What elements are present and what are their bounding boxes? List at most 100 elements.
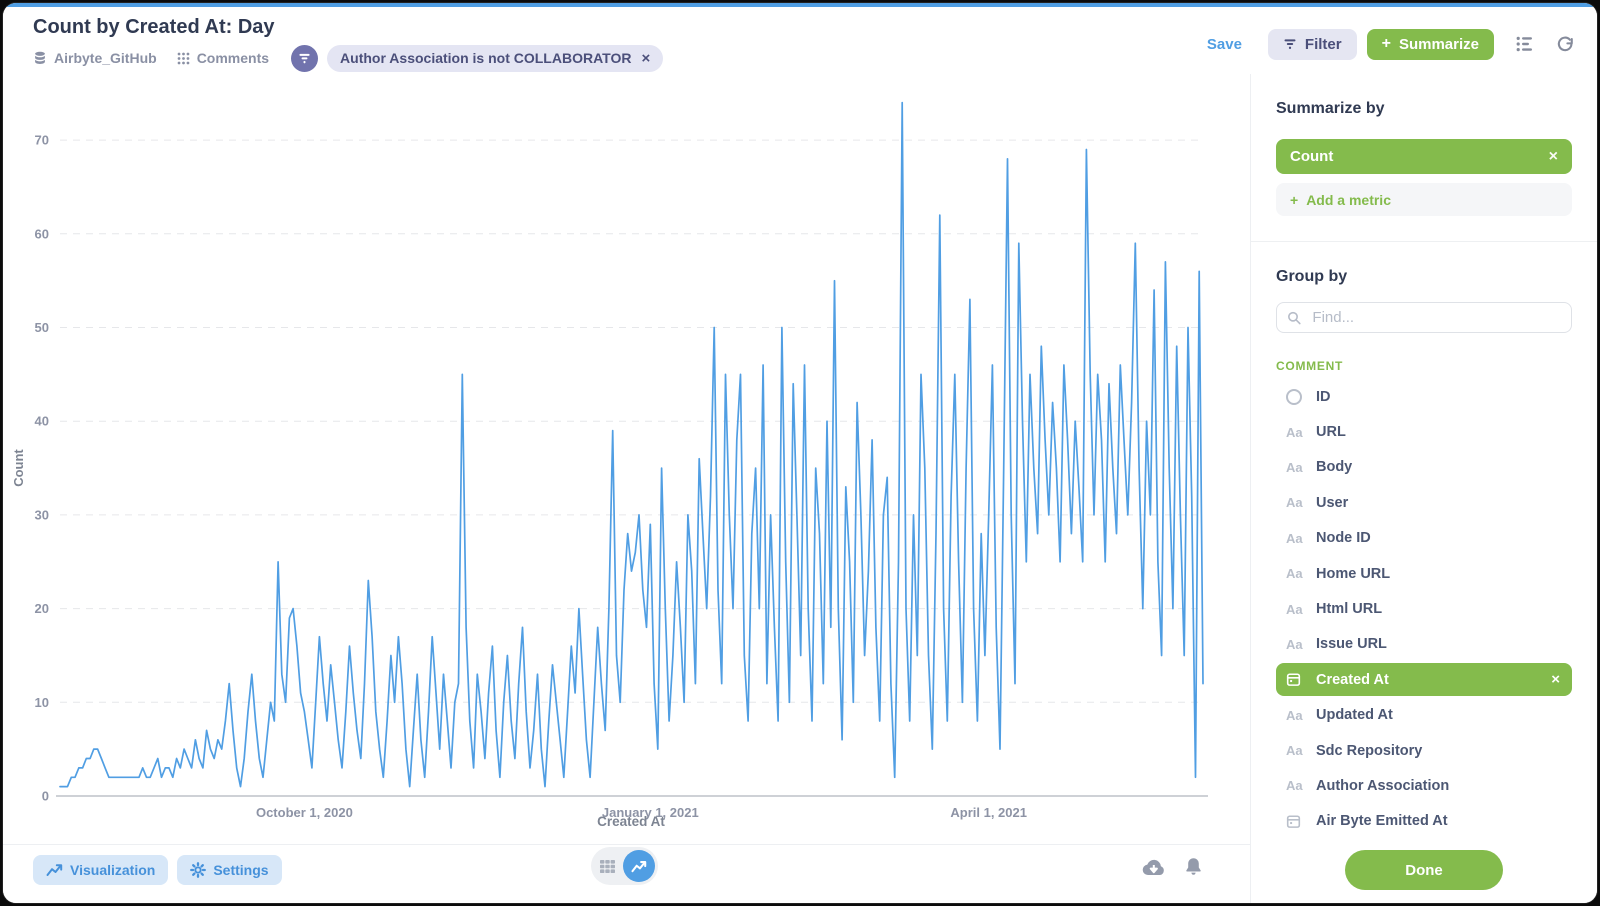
- top-accent-bar: [3, 3, 1597, 7]
- table-grid-icon: [177, 52, 190, 64]
- field-item-home-url[interactable]: Aa Home URL: [1276, 556, 1572, 591]
- calendar-icon: [1286, 672, 1308, 687]
- filter-chip-label: Author Association is not COLLABORATOR: [340, 50, 632, 66]
- field-label: Air Byte Emitted At: [1316, 813, 1448, 830]
- svg-text:October 1, 2020: October 1, 2020: [256, 805, 353, 820]
- field-label: ID: [1316, 388, 1331, 405]
- field-label: Node ID: [1316, 530, 1371, 547]
- funnel-icon: [1284, 39, 1296, 49]
- download-icon[interactable]: [1141, 858, 1166, 876]
- table-name: Comments: [196, 50, 270, 66]
- field-item-updated-at[interactable]: Aa Updated At: [1276, 698, 1572, 733]
- field-item-url[interactable]: Aa URL: [1276, 414, 1572, 449]
- text-field-icon: Aa: [1286, 707, 1303, 723]
- field-item-id[interactable]: ID: [1276, 379, 1572, 414]
- field-search-box[interactable]: [1276, 302, 1572, 333]
- app-window: Count by Created At: Day Airbyte_GitHub …: [3, 3, 1597, 903]
- metric-pill-count[interactable]: Count ×: [1276, 139, 1572, 174]
- svg-text:40: 40: [35, 414, 49, 429]
- settings-button-label: Settings: [213, 862, 269, 878]
- summarize-button[interactable]: + Summarize: [1366, 28, 1494, 60]
- field-item-html-url[interactable]: Aa Html URL: [1276, 591, 1572, 626]
- sidebar-divider: [1251, 241, 1597, 242]
- remove-group-by-icon[interactable]: ×: [1551, 671, 1560, 689]
- field-label: Issue URL: [1316, 636, 1387, 653]
- breadcrumb: Airbyte_GitHub Comments Author Associati…: [33, 44, 664, 72]
- remove-filter-icon[interactable]: ×: [641, 49, 651, 67]
- field-label: Created At: [1316, 671, 1389, 688]
- footer-buttons: Visualization Settings: [33, 855, 282, 885]
- field-item-created-at[interactable]: Created At ×: [1276, 663, 1572, 697]
- bell-icon[interactable]: [1185, 857, 1202, 876]
- save-button[interactable]: Save: [1206, 35, 1242, 53]
- field-label: User: [1316, 494, 1349, 511]
- text-field-icon: Aa: [1286, 495, 1303, 511]
- summarize-button-label: Summarize: [1398, 35, 1479, 53]
- filter-chip[interactable]: Author Association is not COLLABORATOR ×: [327, 44, 664, 72]
- svg-text:60: 60: [35, 226, 49, 241]
- id-field-icon: [1286, 388, 1308, 405]
- calendar-icon: [1286, 814, 1308, 829]
- visualization-button[interactable]: Visualization: [33, 855, 169, 885]
- text-field-icon: Aa: [1286, 566, 1303, 582]
- field-label: Home URL: [1316, 565, 1391, 582]
- database-icon: [35, 51, 45, 64]
- svg-text:January 1, 2021: January 1, 2021: [602, 805, 699, 820]
- table-view-icon[interactable]: [599, 859, 616, 874]
- text-field-icon: Aa: [1286, 743, 1303, 759]
- svg-text:20: 20: [35, 601, 49, 616]
- plus-icon: +: [1381, 35, 1391, 52]
- text-field-icon: Aa: [1286, 459, 1303, 475]
- remove-metric-icon[interactable]: ×: [1548, 147, 1558, 165]
- summarize-by-heading: Summarize by: [1276, 100, 1385, 117]
- visualization-button-label: Visualization: [70, 862, 156, 878]
- group-by-field-list: ID Aa URL Aa Body Aa User Aa Node ID Aa Home URL Aa…: [1276, 379, 1572, 839]
- svg-text:50: 50: [35, 320, 49, 335]
- table-chart-toggle[interactable]: [591, 847, 658, 885]
- svg-text:0: 0: [42, 789, 49, 804]
- field-item-author-association[interactable]: Aa Author Association: [1276, 768, 1572, 803]
- svg-text:30: 30: [35, 507, 49, 522]
- done-button[interactable]: Done: [1345, 850, 1503, 890]
- field-item-air-byte-emitted-at[interactable]: Air Byte Emitted At: [1276, 804, 1572, 839]
- svg-text:70: 70: [35, 133, 49, 148]
- add-metric-button[interactable]: + Add a metric: [1276, 183, 1572, 216]
- footer-right-icons: [1141, 857, 1202, 876]
- filter-button[interactable]: Filter: [1267, 28, 1357, 60]
- field-label: Updated At: [1316, 707, 1393, 724]
- database-name: Airbyte_GitHub: [54, 50, 157, 66]
- refresh-icon[interactable]: [1556, 35, 1575, 54]
- svg-text:April 1, 2021: April 1, 2021: [950, 805, 1027, 820]
- funnel-icon: [299, 53, 310, 63]
- field-label: Html URL: [1316, 601, 1383, 618]
- field-item-sdc-repository[interactable]: Aa Sdc Repository: [1276, 733, 1572, 768]
- chart-canvas[interactable]: 0 10 20 30 40 50 60 70 October 1, 2020 January 1,…: [3, 74, 1250, 844]
- search-icon: [1288, 311, 1301, 324]
- field-item-body[interactable]: Aa Body: [1276, 450, 1572, 485]
- line-chart[interactable]: 0 10 20 30 40 50 60 70 October 1, 2020 January 1,…: [3, 74, 1250, 844]
- add-metric-label: Add a metric: [1306, 191, 1391, 208]
- visualization-footer: Visualization Settings: [3, 844, 1250, 903]
- chart-view-icon[interactable]: [623, 850, 655, 882]
- plus-icon: +: [1290, 191, 1299, 208]
- filter-toggle-button[interactable]: [291, 44, 319, 72]
- settings-button[interactable]: Settings: [177, 855, 282, 885]
- text-field-icon: Aa: [1286, 601, 1303, 617]
- table-section-label: COMMENT: [1276, 359, 1344, 373]
- field-label: Sdc Repository: [1316, 742, 1423, 759]
- table-link[interactable]: Comments: [177, 50, 269, 66]
- text-field-icon: Aa: [1286, 636, 1303, 652]
- group-by-heading: Group by: [1276, 268, 1348, 285]
- filter-button-label: Filter: [1304, 35, 1342, 53]
- field-item-issue-url[interactable]: Aa Issue URL: [1276, 627, 1572, 662]
- field-item-user[interactable]: Aa User: [1276, 485, 1572, 520]
- database-link[interactable]: Airbyte_GitHub: [33, 50, 157, 66]
- header-actions: Save Filter + Summarize: [1207, 26, 1575, 62]
- field-item-node-id[interactable]: Aa Node ID: [1276, 521, 1572, 556]
- notebook-editor-icon[interactable]: [1515, 34, 1535, 54]
- query-header: Count by Created At: Day Airbyte_GitHub …: [3, 7, 1597, 75]
- svg-text:Count: Count: [11, 449, 26, 487]
- calendar-icon: [1286, 815, 1301, 828]
- svg-text:10: 10: [35, 695, 49, 710]
- search-input[interactable]: [1310, 308, 1561, 327]
